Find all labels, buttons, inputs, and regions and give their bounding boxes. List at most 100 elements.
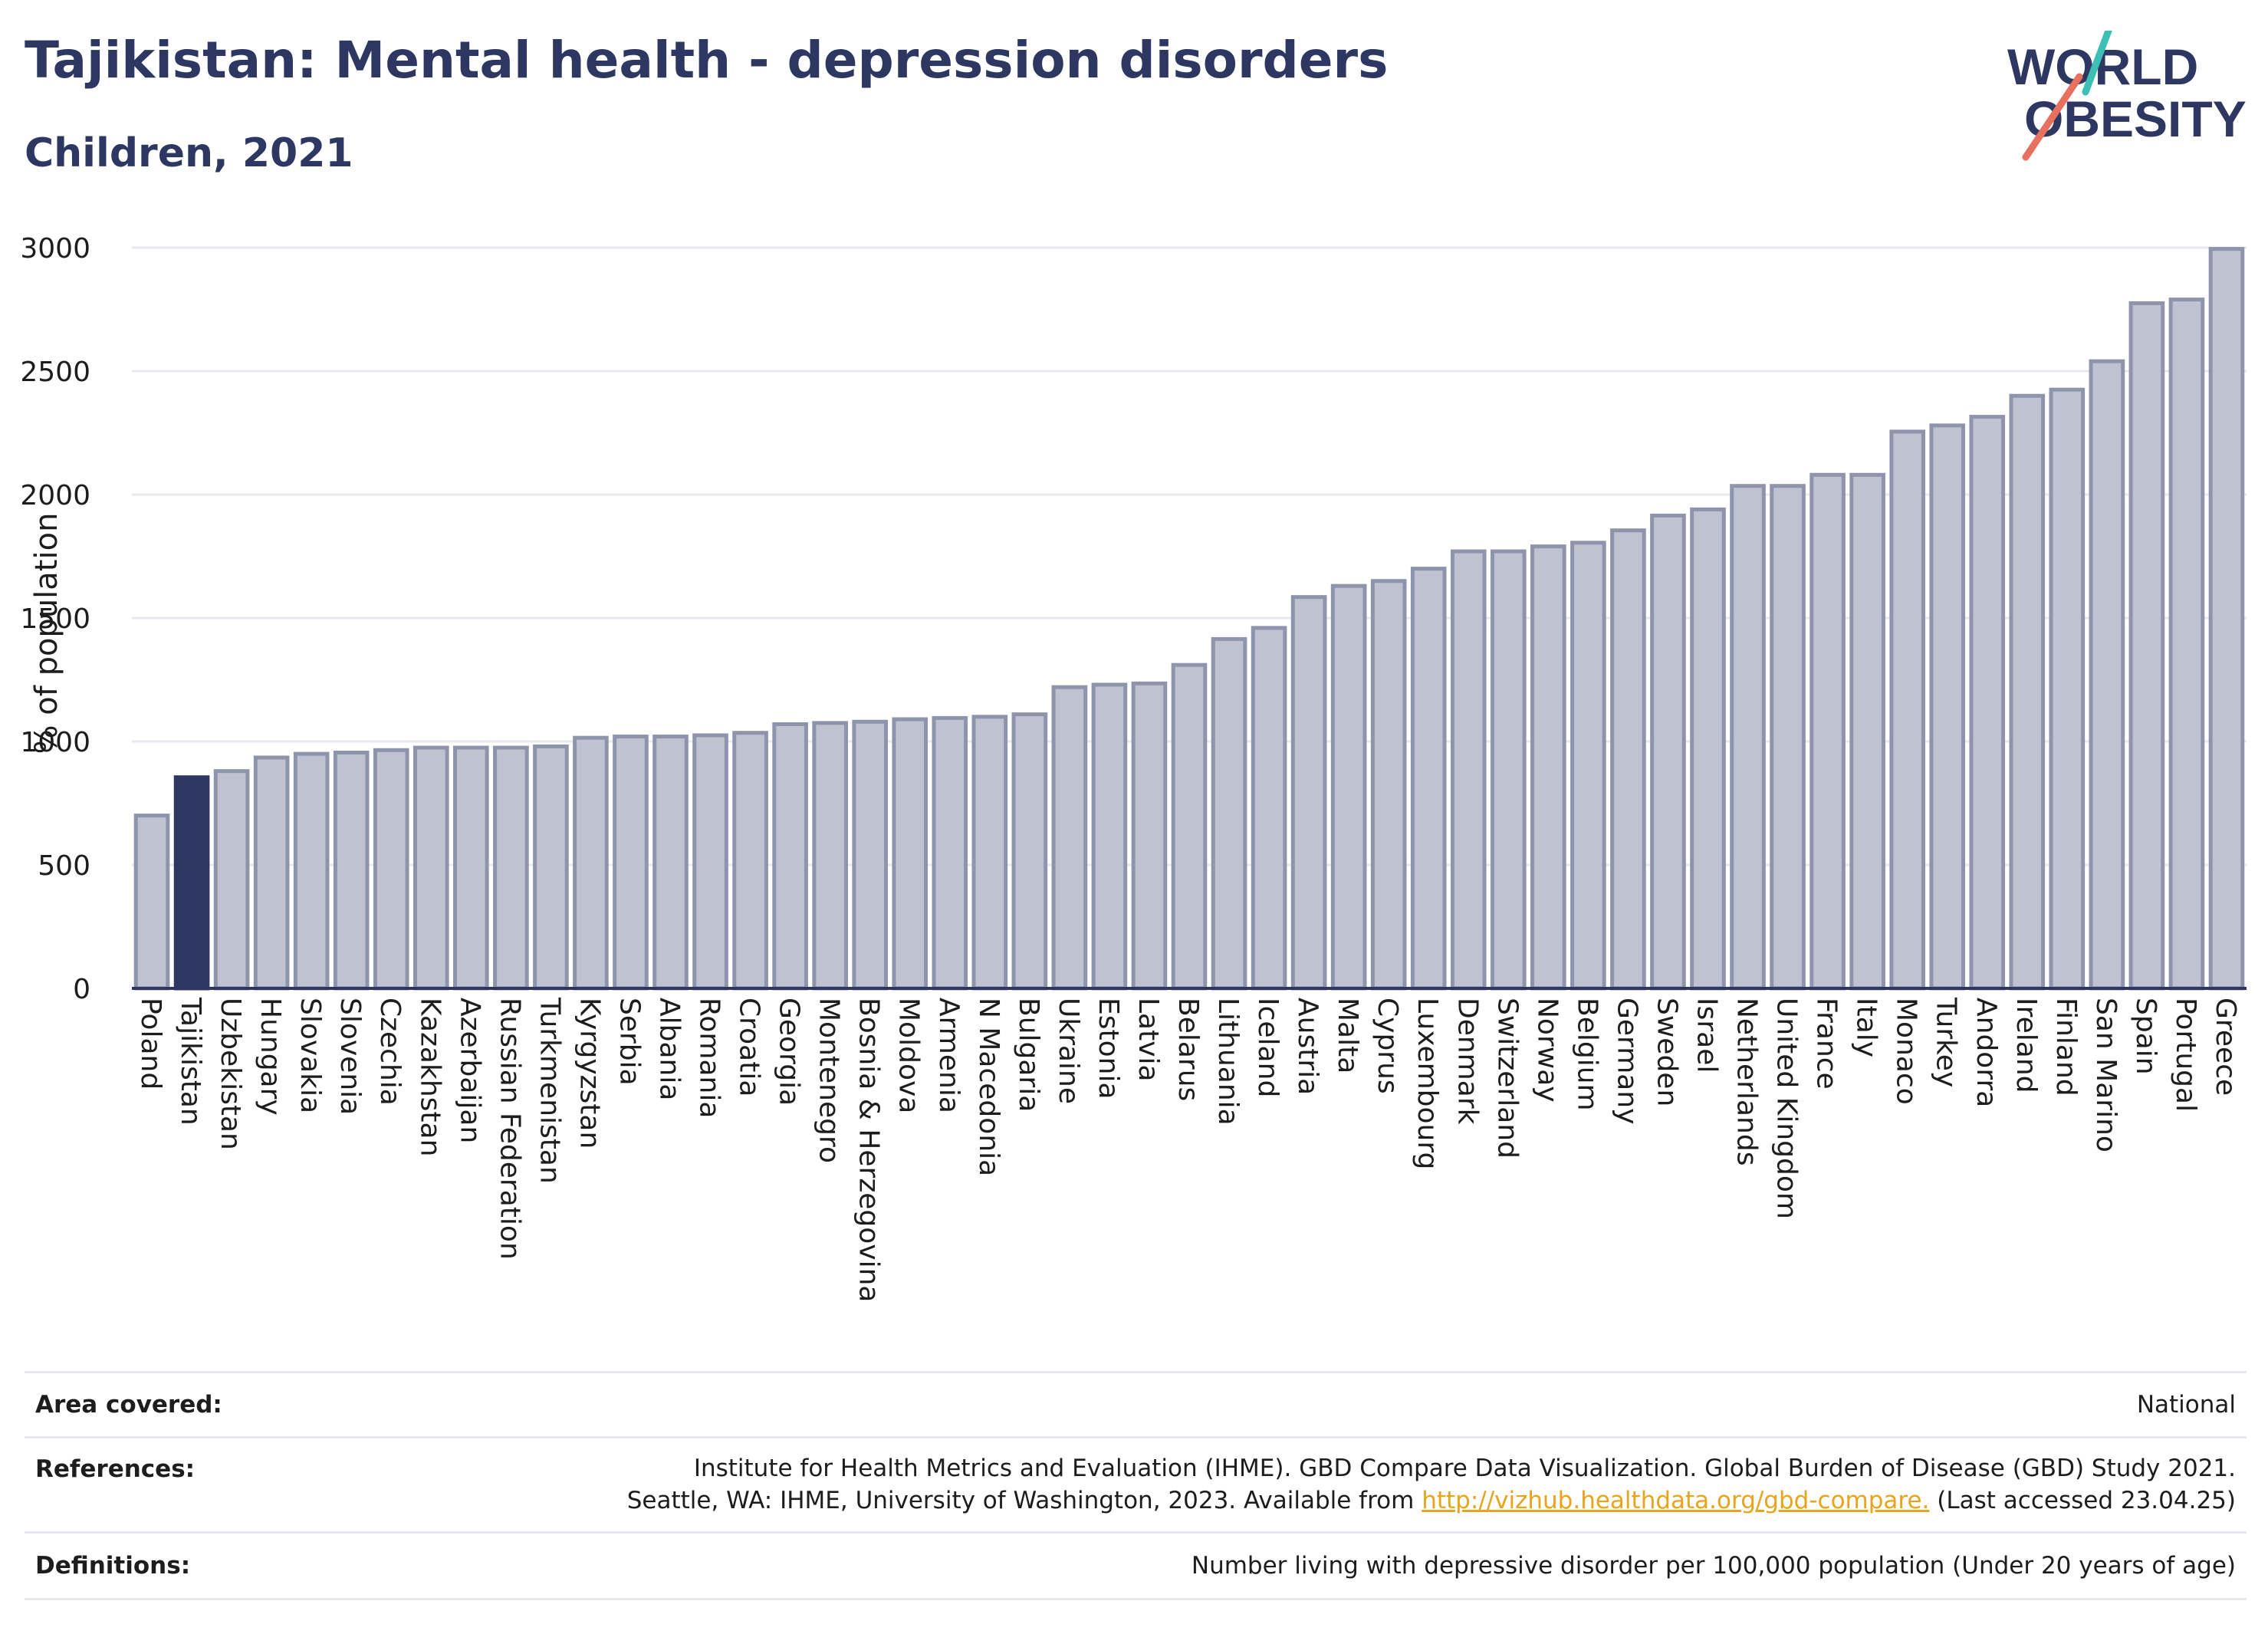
- bar: [1410, 567, 1447, 991]
- x-tick-label: Slovenia: [334, 998, 366, 1115]
- bar: [932, 715, 968, 991]
- logo-slash-coral: [2022, 73, 2083, 161]
- bar: [892, 717, 929, 991]
- x-tick-label: Georgia: [774, 998, 805, 1106]
- bar: [1730, 484, 1766, 991]
- bar: [812, 721, 848, 991]
- chart-footer: Area covered: National References: Insti…: [25, 1371, 2247, 1600]
- references-line-2: Seattle, WA: IHME, University of Washing…: [627, 1484, 2236, 1517]
- x-tick-label: Denmark: [1451, 998, 1483, 1125]
- y-tick-label: 500: [38, 850, 90, 882]
- x-tick-label: Tajikistan: [175, 997, 206, 1126]
- references-line-2-prefix: Seattle, WA: IHME, University of Washing…: [626, 1487, 1422, 1514]
- x-tick-label: Czechia: [374, 998, 406, 1106]
- bar: [493, 745, 529, 991]
- references-line-1: Institute for Health Metrics and Evaluat…: [693, 1455, 2236, 1482]
- page-subtitle: Children, 2021: [25, 130, 353, 176]
- y-tick-label: 0: [73, 974, 90, 1005]
- x-tick-label: Bulgaria: [1013, 998, 1044, 1112]
- bar: [213, 769, 250, 991]
- bar: [453, 745, 489, 991]
- x-tick-label: France: [1811, 998, 1842, 1090]
- x-tick-label: Azerbaijan: [454, 998, 485, 1143]
- bar: [652, 735, 689, 991]
- footer-row-area: Area covered: National: [25, 1371, 2247, 1436]
- x-tick-label: Bosnia & Herzegovina: [853, 998, 885, 1302]
- bar: [1969, 415, 2006, 991]
- x-tick-label: Sweden: [1651, 998, 1682, 1106]
- x-tick-label: Kazakhstan: [414, 998, 445, 1156]
- x-tick-label: N Macedonia: [973, 998, 1004, 1176]
- x-tick-label: Italy: [1851, 998, 1882, 1057]
- bar: [1091, 682, 1128, 991]
- bar: [1770, 484, 1806, 991]
- x-tick-label: Estonia: [1093, 998, 1124, 1100]
- area-label: Area covered:: [35, 1391, 222, 1419]
- area-value: National: [2136, 1391, 2236, 1419]
- x-tick-label: Latvia: [1132, 998, 1164, 1082]
- x-tick-label: United Kingdom: [1771, 998, 1803, 1219]
- bar: [253, 755, 290, 991]
- bar: [971, 715, 1008, 991]
- bar: [373, 748, 409, 991]
- references-label: References:: [35, 1455, 196, 1483]
- x-tick-label: Turkmenistan: [534, 997, 565, 1184]
- x-tick-label: Armenia: [933, 998, 965, 1113]
- bar-chart: 0 500 1000 1500 2000 2500 3000 % of population P…: [20, 233, 2247, 1302]
- bar: [1370, 579, 1407, 991]
- bar: [533, 744, 569, 991]
- bar: [1530, 544, 1566, 991]
- x-tick-label: Serbia: [613, 998, 645, 1086]
- bar: [1051, 685, 1088, 991]
- x-tick-label: Monaco: [1891, 998, 1922, 1105]
- bar: [1251, 626, 1287, 991]
- bar: [1131, 681, 1168, 991]
- bar: [2168, 298, 2205, 991]
- bar: [1330, 584, 1367, 991]
- x-tick-label: Switzerland: [1491, 998, 1523, 1159]
- bar: [1849, 472, 1885, 991]
- x-tick-label: San Marino: [2090, 998, 2122, 1152]
- bar: [1171, 662, 1208, 991]
- definitions-value: Number living with depressive disorder p…: [1191, 1552, 2236, 1580]
- bar: [1570, 541, 1606, 991]
- bar: [2208, 247, 2245, 991]
- bar: [573, 735, 609, 991]
- y-tick-label: 1500: [20, 603, 90, 635]
- bar: [1690, 507, 1726, 991]
- x-tick-label: Austria: [1292, 998, 1323, 1095]
- x-tick-label: Ukraine: [1053, 998, 1084, 1104]
- x-tick-label: Luxembourg: [1412, 998, 1443, 1169]
- x-tick-label: Netherlands: [1731, 998, 1763, 1165]
- x-tick-label: Russian Federation: [494, 998, 525, 1260]
- x-tick-label: Kyrgyzstan: [574, 998, 605, 1149]
- bar: [772, 722, 808, 991]
- bar: [1929, 423, 1966, 991]
- y-tick-label: 2500: [20, 357, 90, 388]
- x-tick-label: Belarus: [1172, 998, 1204, 1101]
- x-tick-label: Lithuania: [1212, 998, 1244, 1126]
- bar: [2128, 301, 2165, 991]
- bar: [1650, 513, 1686, 991]
- bar: [2009, 393, 2046, 991]
- x-tick-label: Greece: [2210, 998, 2241, 1096]
- x-tick-label: Cyprus: [1372, 998, 1403, 1094]
- bar: [413, 745, 449, 991]
- bar: [692, 733, 728, 991]
- x-tick-label: Moldova: [893, 998, 925, 1113]
- x-tick-label: Uzbekistan: [215, 998, 246, 1150]
- references-text: Institute for Health Metrics and Evaluat…: [627, 1452, 2247, 1517]
- world-obesity-logo: WORLD OBESITY: [2007, 31, 2247, 161]
- bar: [293, 751, 330, 991]
- page-title: Tajikistan: Mental health - depression d…: [25, 31, 1389, 90]
- bar: [1490, 549, 1527, 991]
- y-tick-label: 1000: [20, 727, 90, 758]
- logo-slash-teal: [2082, 31, 2112, 96]
- references-line-2-suffix: (Last accessed 23.04.25): [1929, 1487, 2236, 1514]
- bar: [1011, 712, 1048, 991]
- references-link[interactable]: http://vizhub.healthdata.org/gbd-compare…: [1422, 1487, 1930, 1514]
- x-tick-label: Croatia: [734, 998, 765, 1096]
- x-tick-label: Ireland: [2010, 998, 2042, 1093]
- bar: [1809, 472, 1846, 991]
- x-tick-label: Malta: [1332, 998, 1363, 1073]
